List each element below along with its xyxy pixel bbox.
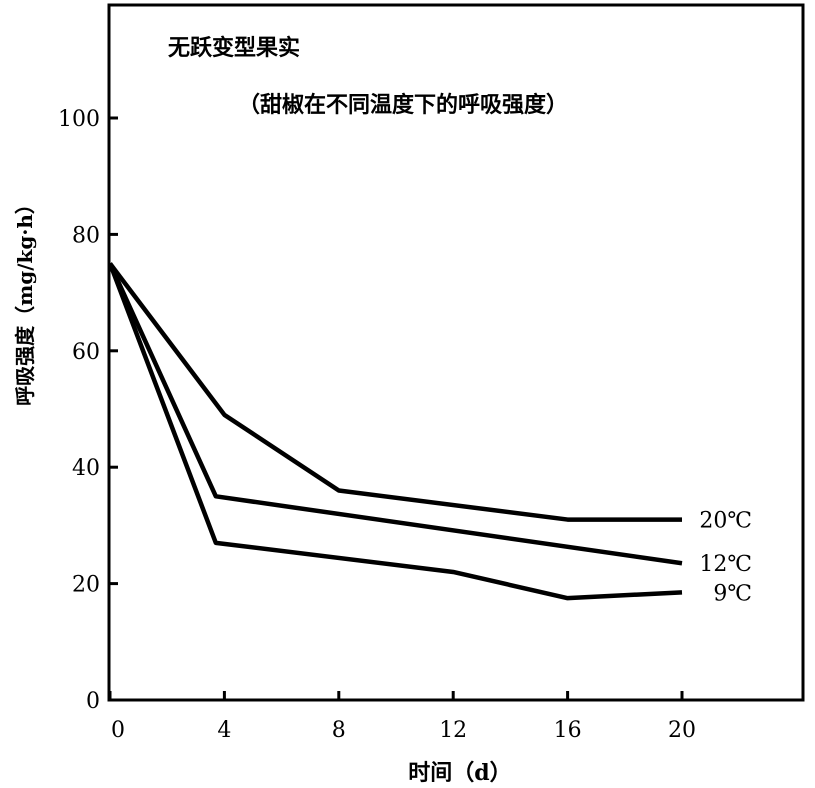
x-tick-label: 4 bbox=[217, 718, 231, 743]
x-tick-label: 20 bbox=[668, 718, 696, 743]
chart-subtitle: （甜椒在不同温度下的呼吸强度） bbox=[238, 92, 568, 118]
y-tick-label: 100 bbox=[58, 107, 100, 132]
chart-title: 无跃变型果实 bbox=[168, 35, 300, 61]
y-axis-label: 呼吸强度（mg/kg·h） bbox=[13, 194, 37, 406]
y-tick-label: 80 bbox=[72, 223, 100, 248]
x-tick-label: 12 bbox=[439, 718, 467, 743]
x-tick-label: 16 bbox=[554, 718, 582, 743]
series-label: 12℃ bbox=[699, 552, 752, 577]
series-label: 20℃ bbox=[699, 509, 752, 534]
y-tick-label: 40 bbox=[72, 456, 100, 481]
x-axis-label: 时间（d） bbox=[408, 760, 511, 786]
series-line-2 bbox=[107, 262, 683, 601]
y-tick-label: 20 bbox=[72, 573, 100, 598]
series-label: 9℃ bbox=[713, 581, 752, 606]
series-line-1 bbox=[107, 262, 683, 566]
x-tick-label: 0 bbox=[111, 718, 125, 743]
x-tick-label: 8 bbox=[332, 718, 346, 743]
series-line-0 bbox=[108, 262, 682, 522]
y-tick-label: 0 bbox=[86, 689, 100, 714]
plot-frame bbox=[107, 3, 805, 702]
y-tick-label: 60 bbox=[72, 340, 100, 365]
